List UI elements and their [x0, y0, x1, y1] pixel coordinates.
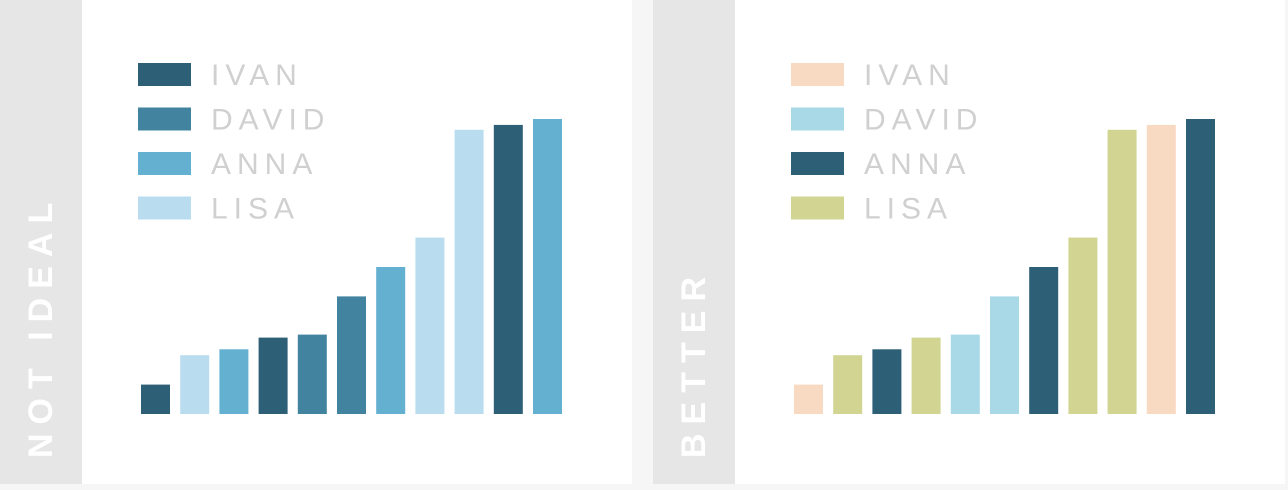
bar-8: [415, 237, 445, 414]
bar-5: [950, 334, 980, 414]
legend-swatch: [138, 107, 191, 131]
bar-chart: IVAN DAVID ANNA LISA: [138, 59, 562, 415]
bar-9: [454, 129, 484, 415]
legend-swatch: [138, 196, 191, 220]
bar-11: [1186, 119, 1215, 414]
chart-panel-better: BETTER IVAN DAVID ANNA LISA: [653, 0, 1285, 484]
panel-sidebar: BETTER: [653, 0, 735, 484]
bar-1: [794, 384, 823, 414]
legend-label: ANNA: [864, 148, 971, 181]
legend-label: ANNA: [211, 148, 318, 181]
legend-label: LISA: [864, 193, 953, 226]
bar-3: [219, 349, 249, 414]
legend-swatch: [138, 152, 191, 175]
bar-5: [297, 334, 327, 414]
bar-3: [872, 349, 902, 414]
bar-9: [1107, 129, 1137, 415]
bar-4: [911, 337, 941, 414]
legend-label: LISA: [211, 193, 300, 226]
legend-item-ivan: IVAN: [791, 59, 956, 92]
bar-8: [1068, 237, 1098, 414]
legend-label: IVAN: [211, 59, 303, 92]
bar-6: [337, 296, 366, 414]
legend-swatch: [791, 196, 844, 220]
legend-item-david: DAVID: [138, 104, 330, 137]
legend-item-ivan: IVAN: [138, 59, 303, 92]
bar-2: [180, 355, 210, 414]
legend-item-david: DAVID: [791, 104, 983, 137]
legend-item-lisa: LISA: [138, 193, 300, 226]
legend-swatch: [791, 107, 844, 131]
legend-item-anna: ANNA: [791, 148, 971, 181]
legend-label: IVAN: [864, 59, 956, 92]
legend-label: DAVID: [211, 104, 330, 137]
bar-11: [533, 119, 562, 414]
panel-sidebar: NOT IDEAL: [0, 0, 82, 484]
bar-7: [1029, 267, 1059, 414]
legend-swatch: [791, 152, 844, 175]
legend-swatch: [138, 63, 191, 86]
bar-6: [990, 296, 1019, 414]
chart-panel-not-ideal: NOT IDEAL IVAN DAVID ANNA LISA: [0, 0, 632, 484]
bar-7: [376, 267, 406, 414]
bar-4: [258, 337, 288, 414]
bar-1: [141, 384, 170, 414]
legend-item-lisa: LISA: [791, 193, 953, 226]
legend-label: DAVID: [864, 104, 983, 137]
bar-10: [1146, 124, 1176, 415]
legend-item-anna: ANNA: [138, 148, 318, 181]
bar-10: [493, 124, 523, 415]
legend-swatch: [791, 63, 844, 86]
bar-chart: IVAN DAVID ANNA LISA: [791, 59, 1215, 415]
bar-2: [833, 355, 863, 414]
